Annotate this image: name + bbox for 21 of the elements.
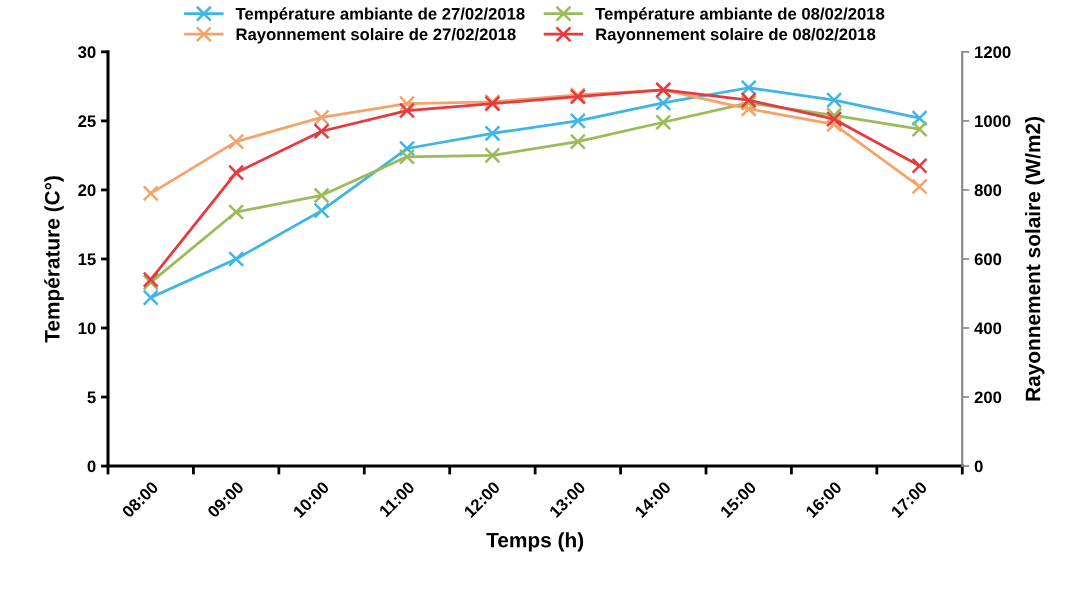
y2-axis-title: Rayonnement solaire (W/m2) [1025,117,1045,401]
y-axis-title: Température (C°) [44,176,64,343]
y-tick-label: 25 [78,115,96,128]
y-tick-label: 0 [87,460,96,473]
y2-tick-label: 1200 [975,46,1011,59]
x-axis-title: Temps (h) [486,532,584,552]
y-tick-label: 5 [87,391,96,404]
y2-tick-label: 800 [974,184,1002,197]
legend-label: Température ambiante de 08/02/2018 [595,7,885,23]
legend-label: Rayonnement solaire de 27/02/2018 [236,27,516,44]
y2-tick-label: 1000 [975,115,1011,128]
y2-tick-label: 200 [974,391,1002,404]
y-tick-label: 15 [78,253,96,266]
y-tick-label: 20 [78,184,96,197]
y2-tick-label: 600 [974,253,1002,266]
legend-label: Rayonnement solaire de 08/02/2018 [596,27,876,44]
legend-label: Température ambiante de 27/02/2018 [235,7,525,23]
y2-tick-label: 400 [974,322,1002,335]
y2-tick-label: 0 [974,460,983,473]
y-tick-label: 10 [78,322,96,335]
y-tick-label: 30 [78,46,96,59]
